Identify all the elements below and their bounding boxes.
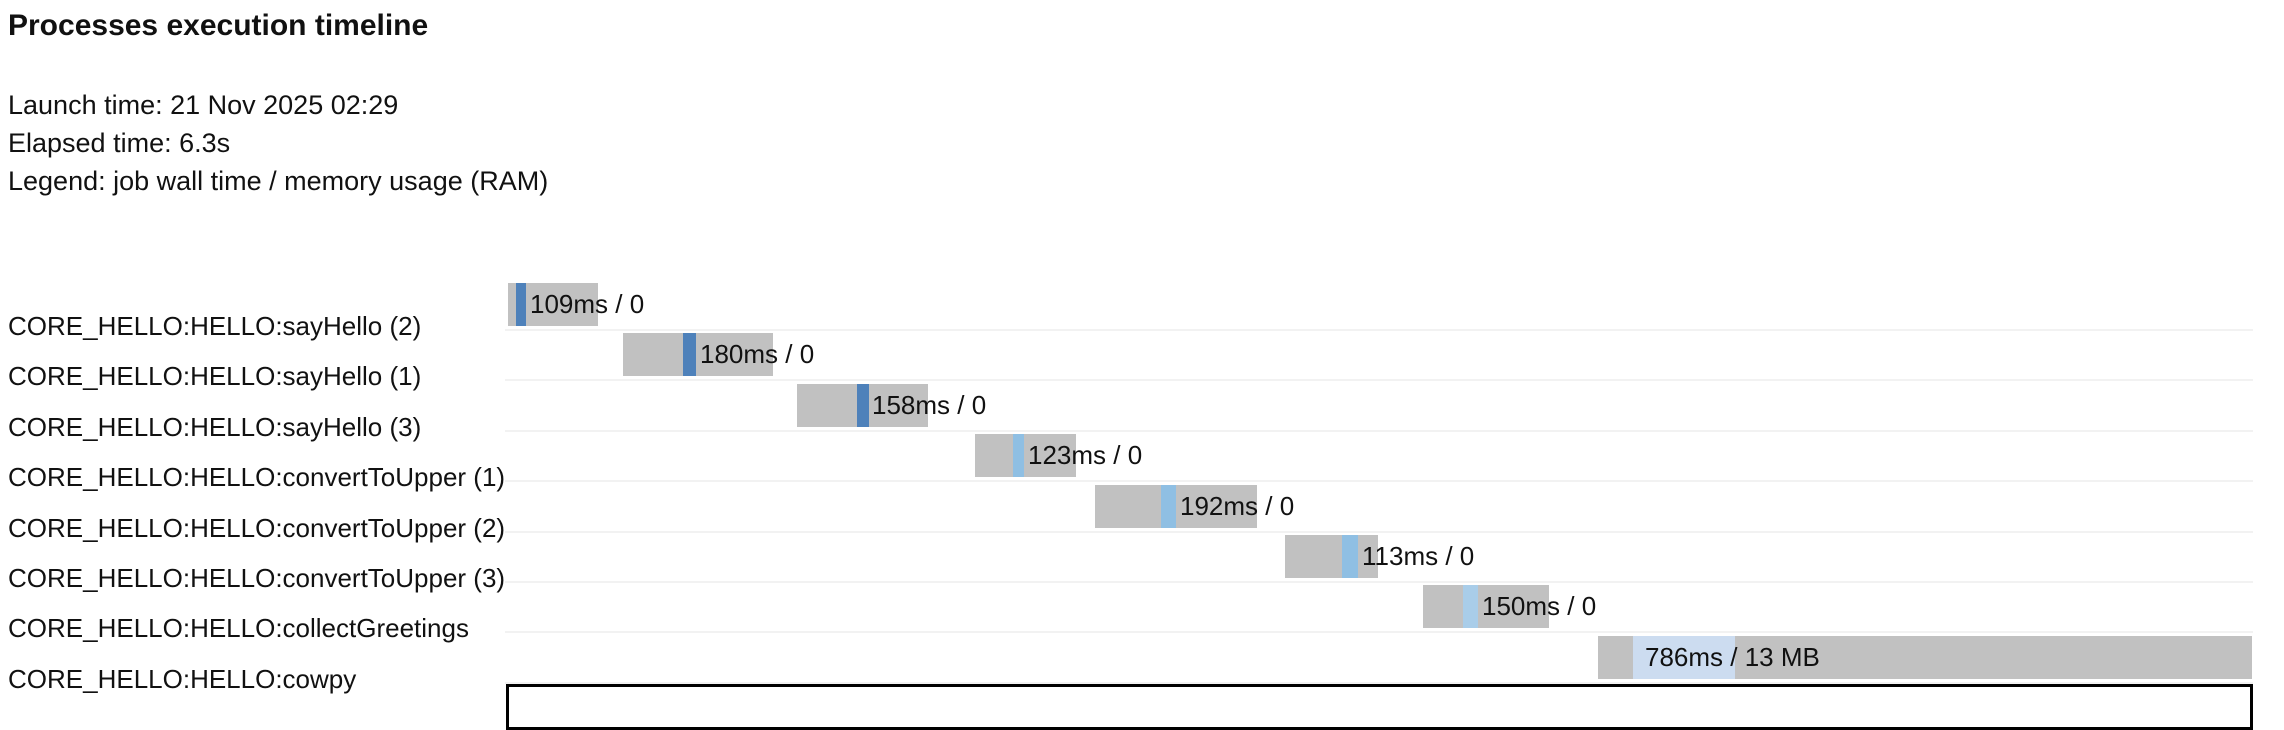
task-bar-track — [623, 333, 773, 377]
process-label: CORE_HELLO:HELLO:convertToUpper (3) — [8, 563, 506, 593]
page-title: Processes execution timeline — [8, 9, 429, 42]
task-bar-label: 192ms / 0 — [1180, 490, 1295, 521]
process-label: CORE_HELLO:HELLO:convertToUpper (2) — [8, 512, 506, 543]
bottom-chart-frame — [506, 684, 2253, 730]
row-separator-line — [505, 681, 2253, 684]
launch-time-text: Launch time: 21 Nov 2025 02:29 — [8, 90, 399, 120]
process-label: CORE_HELLO:HELLO:sayHello (1) — [8, 361, 422, 392]
task-bar-track — [1285, 535, 1378, 578]
run-metadata: Launch time: 21 Nov 2025 02:29 Elapsed t… — [8, 86, 548, 200]
row-separator-line — [505, 530, 2253, 533]
task-bar-walltime-segment — [1633, 635, 1735, 679]
row-separator-line — [505, 429, 2253, 432]
task-bar-walltime-segment — [516, 283, 526, 326]
process-label: CORE_HELLO:HELLO:collectGreetings — [8, 613, 469, 644]
row-separator-line — [505, 379, 2253, 382]
row-separator-line — [505, 329, 2253, 331]
task-bar-label: 786ms / 13 MB — [1645, 641, 1820, 672]
legend-text: Legend: job wall time / memory usage (RA… — [8, 166, 549, 196]
task-bar-track — [1423, 585, 1549, 629]
elapsed-time-text: Elapsed time: 6.3s — [8, 128, 231, 158]
task-bar-label: 109ms / 0 — [530, 289, 645, 319]
process-label: CORE_HELLO:HELLO:convertToUpper (1) — [8, 462, 506, 493]
process-label: CORE_HELLO:HELLO:sayHello (3) — [8, 411, 422, 442]
task-bar-label: 158ms / 0 — [872, 389, 987, 420]
task-bar-label: 113ms / 0 — [1362, 541, 1475, 571]
task-bar-label: 180ms / 0 — [700, 339, 815, 370]
task-bar-walltime-segment — [857, 383, 869, 427]
task-bar-track — [1095, 484, 1257, 528]
process-label: CORE_HELLO:HELLO:sayHello (2) — [8, 311, 422, 341]
task-bar-label: 123ms / 0 — [1028, 440, 1143, 471]
row-separator-line — [505, 480, 2253, 483]
task-bar-walltime-segment — [1342, 535, 1358, 578]
task-bar-walltime-segment — [683, 333, 696, 377]
task-bar-track — [975, 434, 1076, 478]
task-bar-walltime-segment — [1463, 585, 1478, 629]
task-bar-walltime-segment — [1161, 484, 1176, 528]
task-bar-walltime-segment — [1013, 434, 1024, 478]
row-separator-line — [505, 631, 2253, 634]
process-label: CORE_HELLO:HELLO:cowpy — [8, 663, 357, 694]
row-separator-line — [505, 581, 2253, 583]
task-bar-label: 150ms / 0 — [1482, 591, 1597, 622]
